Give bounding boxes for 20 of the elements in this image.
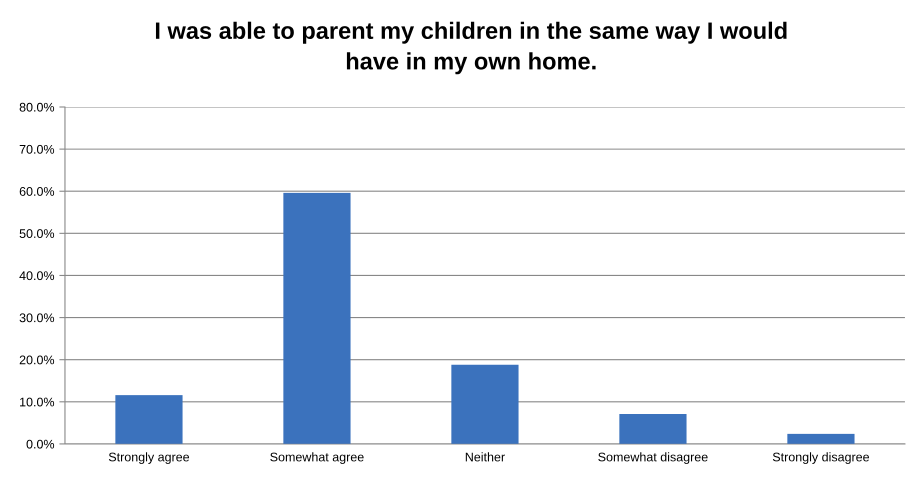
x-tick-label: Somewhat agree: [270, 452, 364, 464]
x-tick-label: Somewhat disagree: [598, 452, 708, 464]
x-tick-label: Strongly agree: [108, 452, 190, 464]
y-tick-label: 80.0%: [20, 102, 54, 112]
bar: [619, 414, 687, 444]
chart-title: I was able to parent my children in the same way I would have in my own home.: [156, 22, 787, 74]
bar: [787, 434, 855, 444]
y-tick-label: 30.0%: [20, 313, 54, 322]
y-tick-label: 10.0%: [20, 398, 54, 406]
y-tick-label: 60.0%: [20, 187, 54, 196]
bar: [451, 364, 519, 444]
y-tick-label: 70.0%: [20, 144, 54, 154]
y-tick-label: 0.0%: [26, 440, 54, 449]
y-tick-label: 50.0%: [20, 229, 54, 238]
x-tick-label: Strongly disagree: [772, 452, 870, 464]
y-tick-label: 40.0%: [19, 271, 54, 280]
bar: [283, 192, 351, 444]
x-tick-label: Neither: [466, 452, 505, 462]
bar: [115, 395, 183, 444]
y-tick-label: 20.0%: [20, 355, 54, 364]
